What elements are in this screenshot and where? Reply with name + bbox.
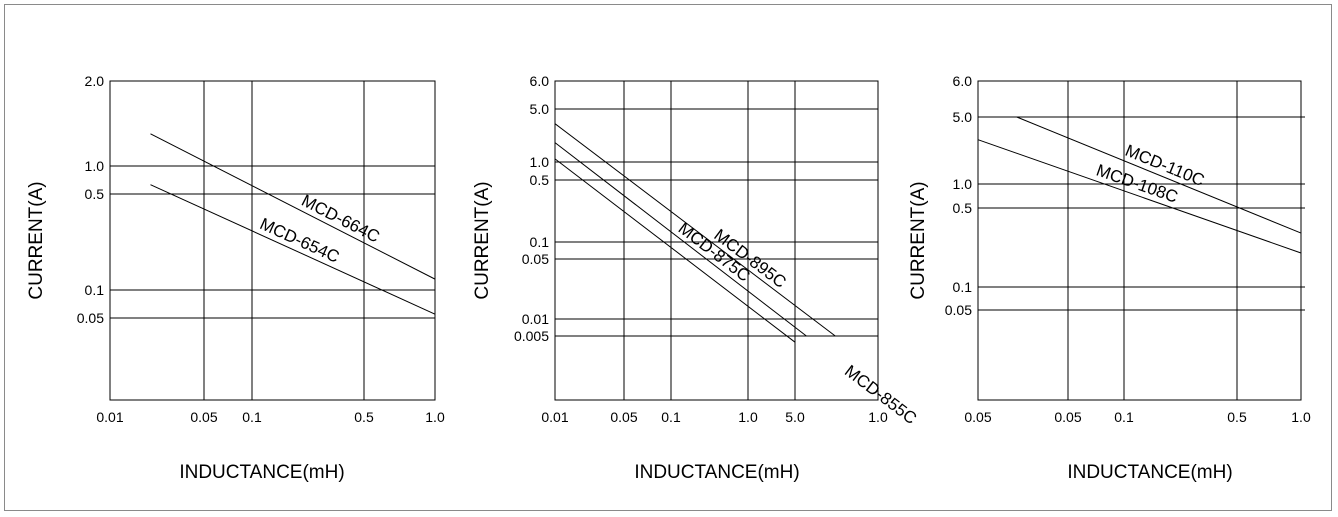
- y-tick-label: 0.05: [522, 251, 549, 267]
- x-tick-label: 1.0: [425, 409, 445, 425]
- series-line-mcd-654c: [150, 184, 436, 315]
- x-tick-label: 0.1: [1114, 409, 1134, 425]
- chart-panel-2: 0.01 0.05 0.1 1.0 5.0 1.06.05.01.00.50.10.050…: [472, 73, 920, 483]
- y-tick-label: 1.0: [85, 158, 105, 174]
- x-tick-label: 5.0: [785, 409, 805, 425]
- y-tick-label: 5.0: [530, 101, 550, 117]
- x-tick-label: 1.0: [868, 409, 888, 425]
- series-line-mcd-855c: [554, 158, 796, 343]
- x-tick-label: 0.05: [1054, 409, 1081, 425]
- y-tick-label: 0.005: [514, 328, 549, 344]
- x-tick-label: 0.1: [661, 409, 681, 425]
- x-tick-label: 0.1: [242, 409, 262, 425]
- figure-frame: [4, 4, 1332, 511]
- y-tick-label: 0.05: [945, 302, 972, 318]
- y-tick-label: 0.1: [530, 234, 550, 250]
- x-tick-label: 0.01: [96, 409, 123, 425]
- y-tick-label: 6.0: [953, 73, 973, 89]
- plot-frame: [977, 80, 1302, 401]
- y-tick-label: 0.5: [85, 186, 105, 202]
- y-tick-label: 2.0: [85, 73, 105, 89]
- y-tick-label: 1.0: [530, 154, 550, 170]
- series-line-mcd-875c: [554, 142, 807, 337]
- x-tick-label: 1.0: [1291, 409, 1311, 425]
- y-tick-label: 1.0: [953, 176, 973, 192]
- series-line-mcd-110c: [1016, 116, 1302, 234]
- y-tick-label: 0.5: [953, 200, 973, 216]
- series-line-mcd-895c: [554, 123, 836, 337]
- y-axis-label: CURRENT(A): [908, 181, 929, 299]
- y-tick-label: 6.0: [530, 73, 550, 89]
- x-tick-label: 0.05: [964, 409, 991, 425]
- x-axis-label: INDUCTANCE(mH): [634, 462, 799, 483]
- series-line-mcd-108c: [977, 139, 1302, 254]
- x-axis-label: INDUCTANCE(mH): [179, 462, 344, 483]
- series-line-mcd-664c: [150, 133, 436, 280]
- x-tick-label: 0.01: [541, 409, 568, 425]
- y-tick-label: 0.05: [77, 310, 104, 326]
- y-tick-label: 0.1: [85, 282, 105, 298]
- x-tick-label: 0.05: [190, 409, 217, 425]
- plot-frame: [109, 80, 436, 401]
- chart-panel-1: 0.01 0.05 0.1 0.5 1.02.01.00.50.10.05MCD-664…: [26, 73, 445, 483]
- y-tick-label: 0.5: [530, 172, 550, 188]
- plot-frame: [554, 80, 879, 401]
- x-tick-label: 0.5: [1227, 409, 1247, 425]
- x-axis-label: INDUCTANCE(mH): [1067, 462, 1232, 483]
- chart-panel-3: 0.05 0.05 0.1 0.5 1.06.05.01.00.50.10.05MCD-…: [908, 73, 1311, 483]
- y-tick-label: 0.1: [953, 279, 973, 295]
- y-axis-label: CURRENT(A): [472, 181, 493, 299]
- y-tick-label: 5.0: [953, 109, 973, 125]
- y-tick-label: 0.01: [522, 311, 549, 327]
- x-tick-label: 0.05: [610, 409, 637, 425]
- y-axis-label: CURRENT(A): [26, 181, 47, 299]
- x-tick-label: 1.0: [738, 409, 758, 425]
- x-tick-label: 0.5: [354, 409, 374, 425]
